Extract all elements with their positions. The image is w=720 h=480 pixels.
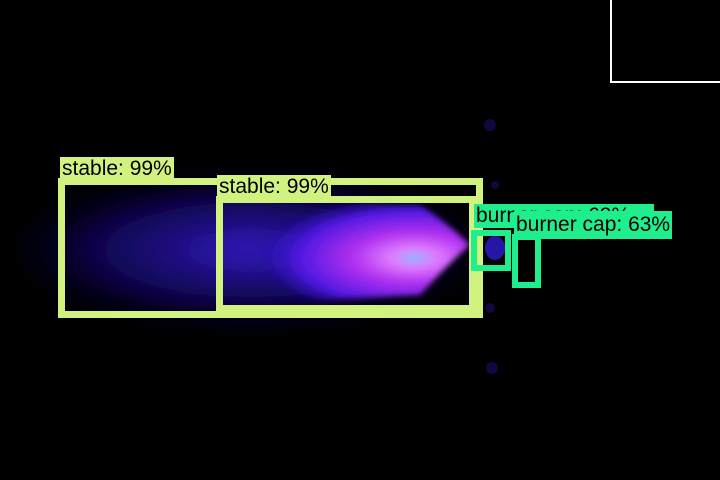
detection-label-stable-b: stable: 99%: [217, 175, 331, 197]
viewport-frame-corner: [610, 0, 720, 83]
reflection-dot-2: [491, 181, 499, 189]
detection-box-burner-b: [512, 234, 541, 288]
detection-label-burner-b: burner cap: 63%: [514, 211, 673, 239]
burner-tip-glow: [485, 236, 505, 260]
detection-box-stable-b: [216, 196, 476, 312]
reflection-dot-1: [484, 119, 496, 131]
reflection-dot-4: [486, 362, 498, 374]
detection-box-burner-a: [471, 230, 511, 271]
flame-body: [215, 200, 470, 305]
reflection-dot-3: [485, 303, 495, 313]
detection-label-stable-a: stable: 99%: [60, 157, 174, 181]
